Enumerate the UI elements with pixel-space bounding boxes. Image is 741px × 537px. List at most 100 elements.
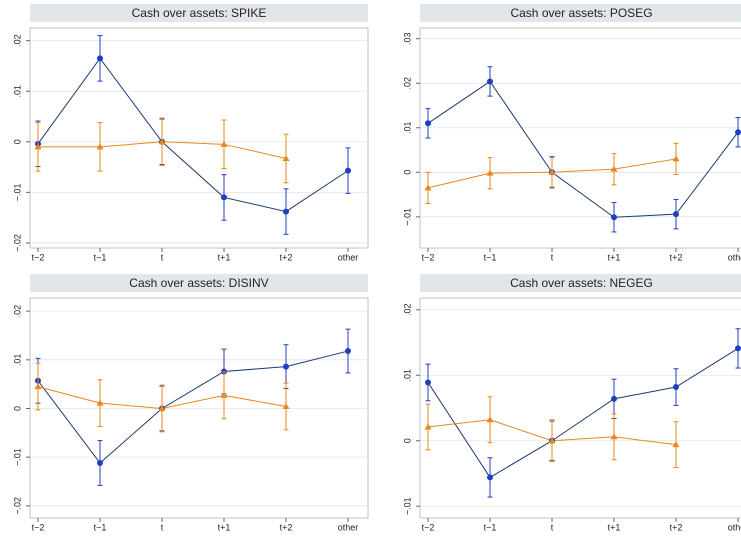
panel-title: Cash over assets: NEGEG: [510, 276, 653, 290]
point: [425, 120, 431, 127]
x-tick-label: t−2: [32, 522, 45, 532]
y-tick-label: 0: [12, 406, 22, 411]
series-line: [37, 350, 349, 464]
x-tick-label: t−2: [422, 252, 435, 262]
x-tick-label: t+1: [608, 522, 621, 532]
panel: Cash over assets: DISINV −.02 −.01 0 .01 .02 t…: [0, 270, 369, 537]
y-tick-label: .01: [12, 354, 22, 367]
point: [673, 211, 679, 218]
plot-area: [29, 27, 369, 249]
series-line: [427, 347, 739, 479]
point: [672, 441, 680, 448]
point: [735, 129, 741, 136]
y-tick-label: −.01: [402, 497, 412, 515]
panel-title: Cash over assets: SPIKE: [132, 6, 267, 20]
y-tick-label: .02: [402, 77, 412, 90]
title-strip: [30, 4, 368, 22]
y-tick-label: .01: [402, 369, 412, 382]
y-tick-label: −.02: [12, 234, 22, 252]
x-tick-label: t−1: [484, 522, 497, 532]
plot-area: [419, 27, 741, 249]
point: [283, 208, 289, 215]
y-tick-label: −.02: [12, 497, 22, 515]
point: [425, 379, 431, 386]
y-tick-label: .01: [402, 121, 412, 134]
y-tick-label: −.01: [402, 208, 412, 226]
point: [486, 169, 494, 176]
x-tick-label: other: [338, 522, 359, 532]
point: [611, 395, 617, 402]
x-tick-label: t: [551, 522, 554, 532]
point: [282, 403, 290, 410]
x-tick-label: other: [338, 252, 359, 262]
y-tick-label: .03: [402, 32, 412, 45]
point: [345, 167, 351, 174]
plot-area: [419, 297, 741, 519]
point: [610, 433, 618, 440]
panel: Cash over assets: POSEG −.01 0 .01 .02 .03 t−2…: [375, 0, 741, 268]
panel: Cash over assets: SPIKE −.02 −.01 0 .01 .02 t−…: [0, 0, 369, 268]
point: [282, 154, 290, 161]
x-tick-label: t−2: [422, 522, 435, 532]
point: [345, 348, 351, 355]
y-tick-label: .01: [12, 85, 22, 98]
point: [96, 399, 104, 406]
x-tick-label: t−1: [94, 522, 107, 532]
point: [486, 416, 494, 423]
y-tick-label: 0: [402, 170, 412, 175]
y-tick-label: 0: [402, 438, 412, 443]
point: [424, 184, 432, 191]
point: [548, 168, 556, 175]
panel-title: Cash over assets: DISINV: [129, 276, 268, 290]
x-tick-label: t: [161, 522, 164, 532]
series-line: [427, 80, 739, 218]
y-tick-label: .02: [402, 304, 412, 317]
point: [283, 363, 289, 370]
point: [611, 214, 617, 221]
point: [424, 423, 432, 430]
x-tick-label: other: [728, 252, 741, 262]
point: [158, 138, 166, 145]
x-tick-label: t−1: [94, 252, 107, 262]
point: [158, 404, 166, 411]
point: [673, 384, 679, 391]
point: [221, 194, 227, 201]
point: [97, 55, 103, 62]
x-tick-label: other: [728, 522, 741, 532]
point: [34, 143, 42, 150]
x-tick-label: t+2: [670, 522, 683, 532]
x-tick-label: t+2: [280, 522, 293, 532]
point: [548, 437, 556, 444]
x-tick-label: t+2: [670, 252, 683, 262]
point: [34, 383, 42, 390]
point: [735, 345, 741, 352]
point: [672, 155, 680, 162]
plot-area: [29, 297, 369, 519]
x-tick-label: t−2: [32, 252, 45, 262]
y-tick-label: −.01: [12, 448, 22, 466]
point: [487, 474, 493, 481]
y-tick-label: .02: [12, 305, 22, 318]
point: [487, 78, 493, 85]
panel: Cash over assets: NEGEG −.01 0 .01 .02 t−2 t−1…: [375, 270, 741, 537]
x-tick-label: t+2: [280, 252, 293, 262]
x-tick-label: t+1: [218, 252, 231, 262]
title-strip: [420, 274, 741, 292]
point: [220, 391, 228, 398]
y-tick-label: −.01: [12, 183, 22, 201]
point: [96, 143, 104, 150]
x-tick-label: t: [161, 252, 164, 262]
y-tick-label: .02: [12, 34, 22, 47]
title-strip: [420, 4, 741, 22]
title-strip: [30, 274, 368, 292]
x-tick-label: t−1: [484, 252, 497, 262]
x-tick-label: t: [551, 252, 554, 262]
x-tick-label: t+1: [608, 252, 621, 262]
panel-title: Cash over assets: POSEG: [510, 6, 652, 20]
point: [610, 165, 618, 172]
point: [220, 140, 228, 147]
y-tick-label: 0: [12, 139, 22, 144]
point: [97, 460, 103, 466]
x-tick-label: t+1: [218, 522, 231, 532]
